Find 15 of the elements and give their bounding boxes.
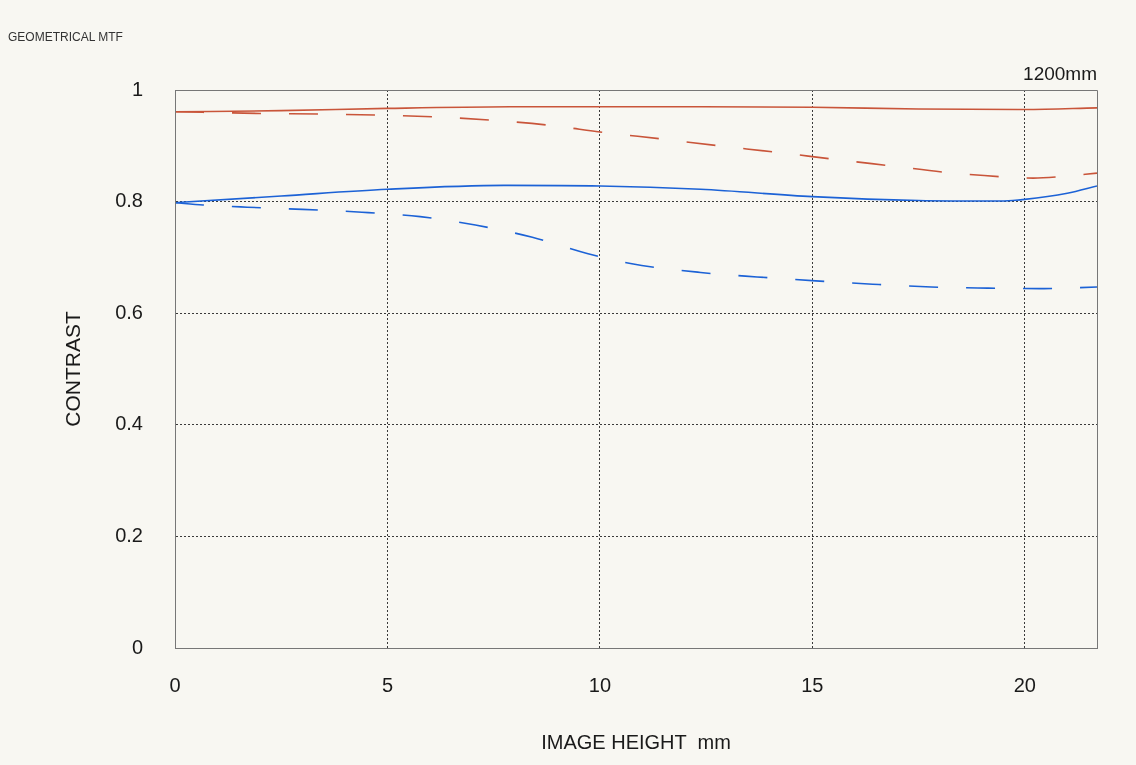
x-tick-label: 10 [588,673,612,696]
x-tick-label: 0 [169,673,181,696]
text: GEOMETRICAL MTF [8,30,123,44]
y-tick-label: 1 [131,77,143,100]
y-tick-label: 0.8 [115,189,143,212]
y-tick-label: 0 [131,635,143,658]
x-tick-label: 20 [1013,673,1036,696]
x-tick-label: 15 [801,673,824,696]
text: 1200mm [1023,62,1097,84]
y-tick-label: 0.2 [115,523,143,546]
y-tick-label: 0.4 [115,412,143,435]
y-axis-title: CONTRAST [61,311,85,427]
x-tick-label: 5 [381,673,393,696]
x-axis-title: IMAGE HEIGHT mm [541,730,731,753]
y-tick-label: 0.6 [115,300,143,323]
